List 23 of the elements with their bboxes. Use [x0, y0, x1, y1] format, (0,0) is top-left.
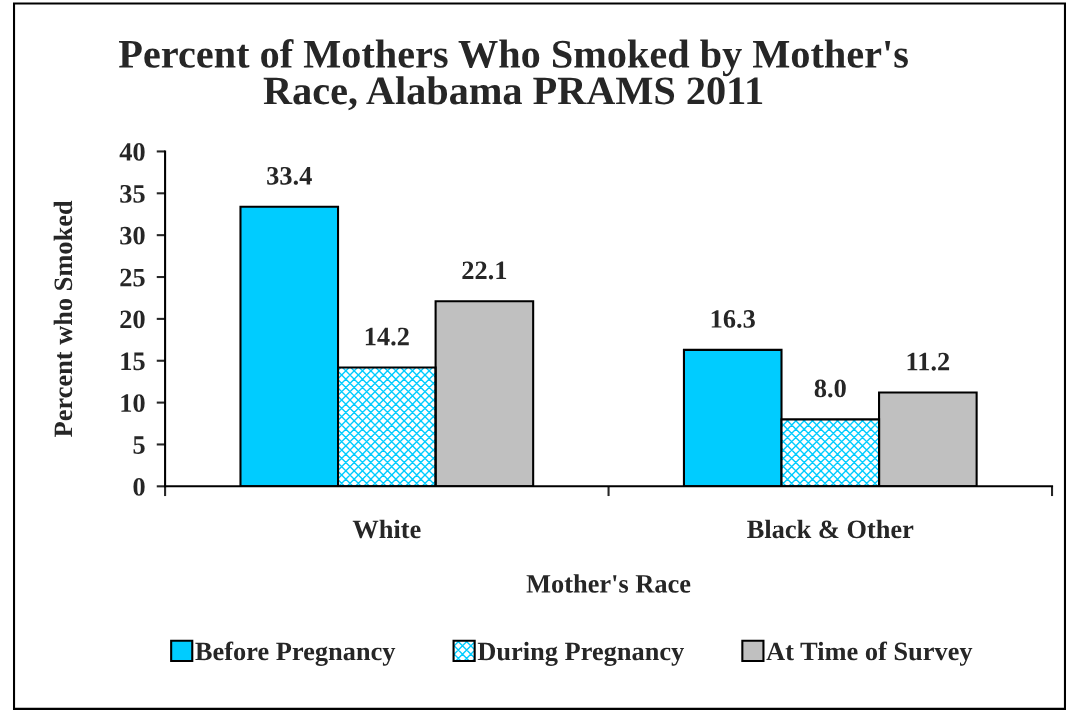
data-label: 16.3	[711, 310, 755, 328]
data-label: 33.4	[267, 166, 312, 185]
data-label: 22.1	[462, 261, 507, 280]
y-tick-label: 10	[121, 394, 145, 413]
y-tick-label: 30	[120, 226, 145, 245]
y-tick-label: 20	[120, 310, 145, 329]
y-tick-label: 25	[120, 268, 145, 287]
x-axis-title: Mother's Race	[526, 574, 691, 593]
chart-title: Percent of Mothers Who Smoked by Mother's Race, Alabama PRAMS 2011	[118, 39, 908, 111]
y-tick-label: 15	[121, 352, 145, 371]
legend-label: During Pregnancy	[477, 641, 685, 666]
y-tick-label: 5	[133, 436, 145, 454]
y-tick-label: 35	[120, 184, 145, 203]
data-label: 8.0	[814, 379, 846, 398]
data-label: 11.2	[907, 352, 950, 371]
x-tick-label: White	[352, 519, 421, 539]
y-tick-label: 40	[119, 143, 145, 161]
y-tick-label: 0	[133, 477, 145, 496]
legend-label: Before Pregnancy	[195, 641, 396, 666]
data-label: 14.2	[365, 327, 409, 346]
legend-label: At Time of Survey	[766, 641, 973, 666]
y-axis-title: Percent who Smoked	[53, 200, 73, 437]
x-tick-label: Black & Other	[747, 519, 914, 539]
